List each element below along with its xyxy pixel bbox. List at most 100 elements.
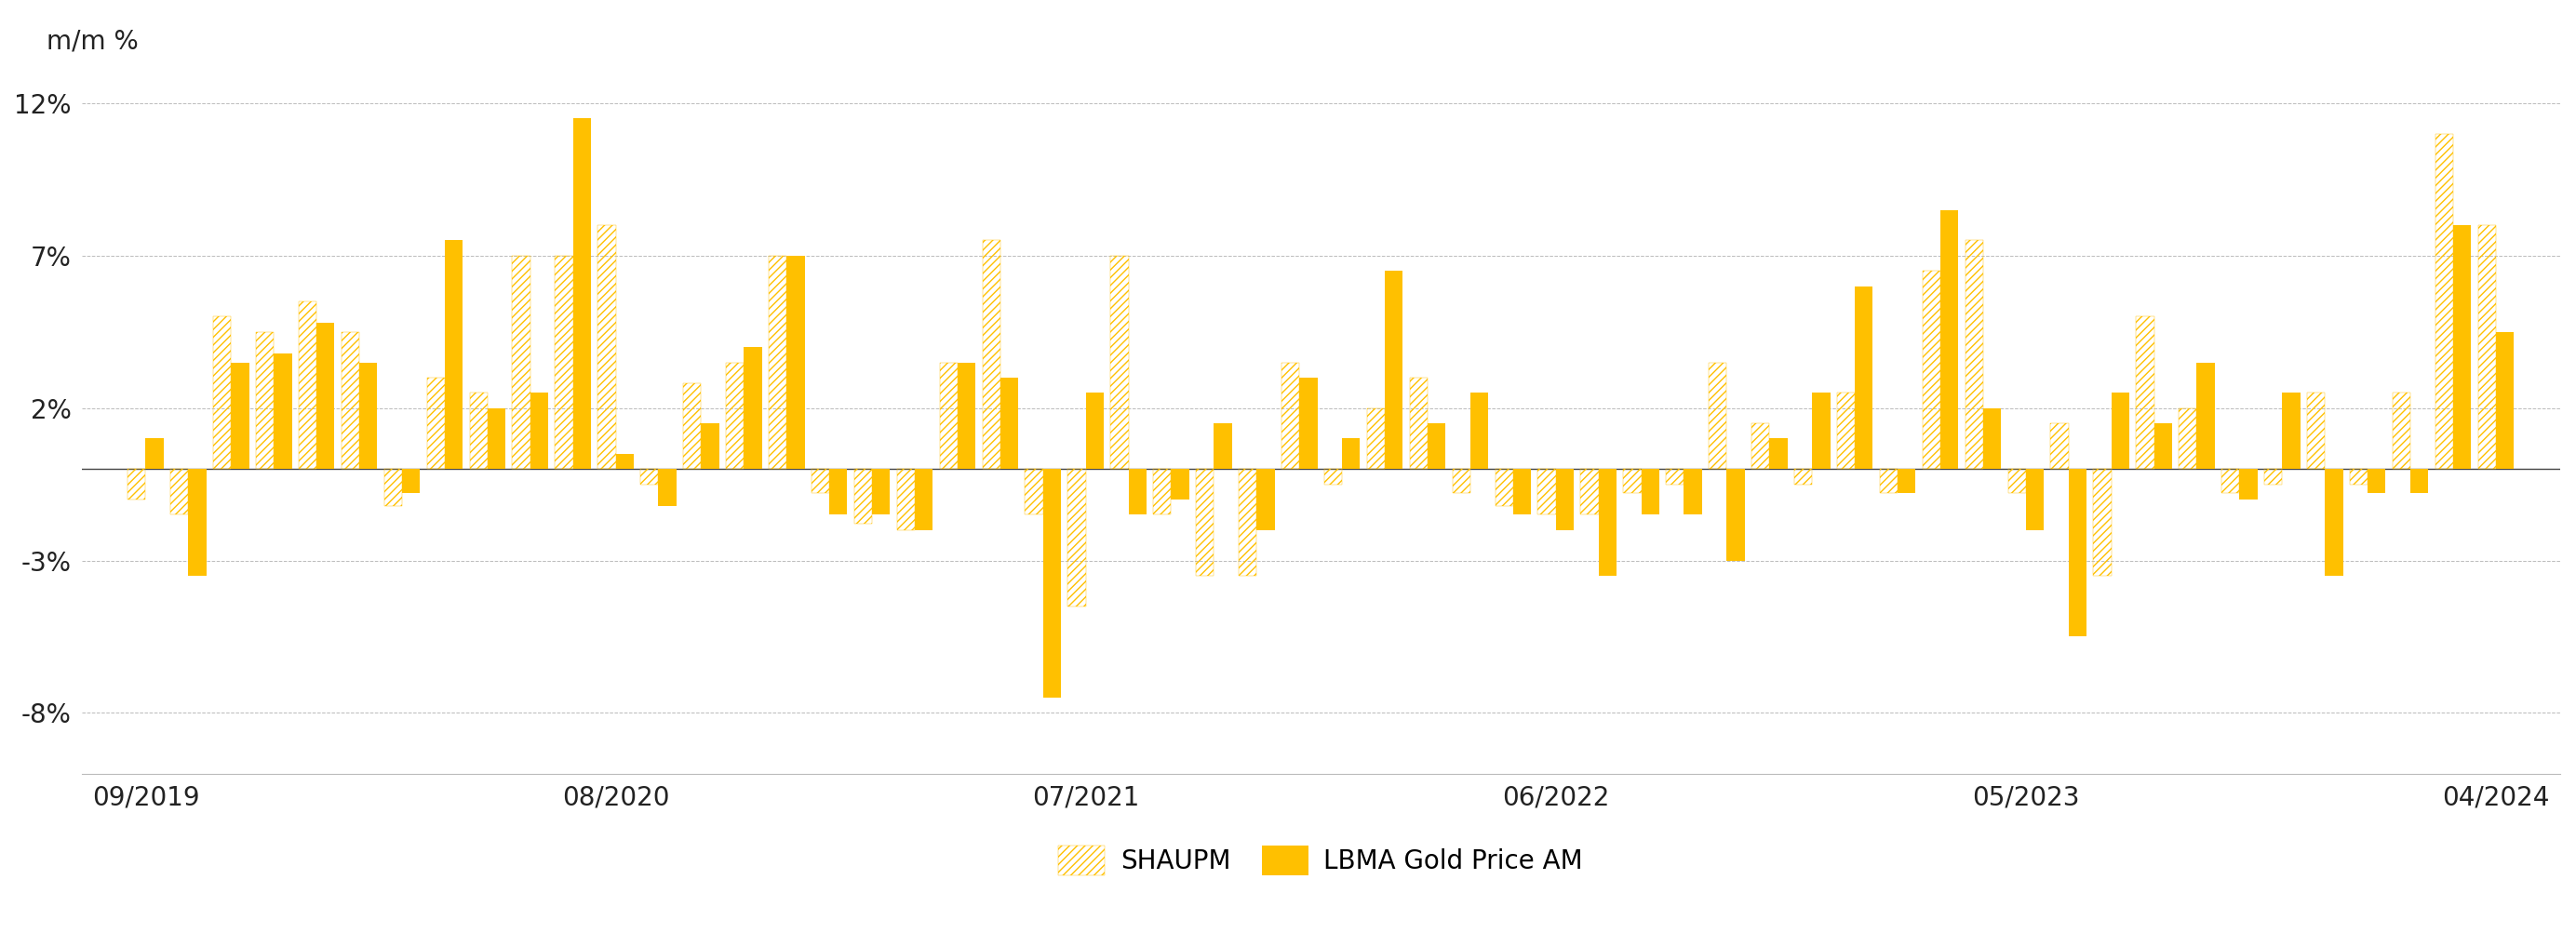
Bar (829, 469, 848, 515)
Bar (2197, 362, 2215, 469)
Bar (572, 118, 590, 469)
Bar (317, 323, 335, 469)
Bar (232, 362, 250, 469)
Bar (981, 240, 999, 469)
Bar (428, 377, 446, 469)
Bar (1600, 469, 1618, 576)
Bar (1582, 469, 1600, 515)
Bar (2050, 423, 2069, 469)
Bar (1556, 469, 1574, 530)
Text: m/m %: m/m % (46, 28, 139, 55)
Legend: SHAUPM, LBMA Gold Price AM: SHAUPM, LBMA Gold Price AM (1048, 834, 1595, 885)
Bar (1940, 210, 1958, 469)
Bar (2136, 317, 2154, 469)
Bar (2393, 393, 2411, 469)
Bar (1342, 439, 1360, 469)
Bar (2112, 393, 2130, 469)
Bar (2239, 469, 2257, 499)
Bar (513, 255, 531, 469)
Bar (1667, 469, 1685, 484)
Bar (768, 255, 786, 469)
Bar (659, 469, 677, 505)
Bar (1494, 469, 1512, 505)
Bar (683, 384, 701, 469)
Bar (598, 225, 616, 469)
Bar (1280, 362, 1298, 469)
Bar (1965, 240, 1984, 469)
Bar (914, 469, 933, 530)
Bar (1770, 439, 1788, 469)
Bar (999, 377, 1018, 469)
Bar (255, 332, 273, 469)
Bar (1409, 377, 1427, 469)
Bar (2349, 469, 2367, 484)
Bar (1623, 469, 1641, 494)
Bar (958, 362, 976, 469)
Bar (343, 332, 358, 469)
Bar (170, 469, 188, 515)
Bar (1069, 469, 1084, 606)
Bar (1726, 469, 1744, 560)
Bar (1752, 423, 1770, 469)
Bar (2007, 469, 2025, 494)
Bar (2496, 332, 2514, 469)
Bar (1084, 393, 1103, 469)
Bar (384, 469, 402, 505)
Bar (1368, 408, 1386, 469)
Bar (2326, 469, 2344, 576)
Bar (641, 469, 659, 484)
Bar (2094, 469, 2112, 576)
Bar (616, 454, 634, 469)
Bar (811, 469, 829, 494)
Bar (1811, 393, 1829, 469)
Bar (1195, 469, 1213, 576)
Bar (487, 408, 505, 469)
Bar (2478, 225, 2496, 469)
Bar (2154, 423, 2172, 469)
Bar (1880, 469, 1899, 494)
Bar (1386, 271, 1404, 469)
Bar (1239, 469, 1257, 576)
Bar (1641, 469, 1659, 515)
Bar (402, 469, 420, 494)
Bar (2069, 469, 2087, 637)
Bar (1984, 408, 2002, 469)
Bar (1128, 469, 1146, 515)
Bar (1708, 362, 1726, 469)
Bar (129, 469, 147, 499)
Bar (2025, 469, 2043, 530)
Bar (1471, 393, 1489, 469)
Bar (554, 255, 572, 469)
Bar (744, 347, 762, 469)
Bar (188, 469, 206, 576)
Bar (2367, 469, 2385, 494)
Bar (2452, 225, 2470, 469)
Bar (1025, 469, 1043, 515)
Bar (873, 469, 891, 515)
Bar (273, 353, 291, 469)
Bar (786, 255, 804, 469)
Bar (358, 362, 376, 469)
Bar (2282, 393, 2300, 469)
Bar (531, 393, 549, 469)
Bar (2221, 469, 2239, 494)
Bar (1324, 469, 1342, 484)
Bar (940, 362, 958, 469)
Bar (1922, 271, 1940, 469)
Bar (855, 469, 873, 524)
Bar (1110, 255, 1128, 469)
Bar (1172, 469, 1190, 499)
Bar (469, 393, 487, 469)
Bar (2308, 393, 2326, 469)
Bar (1213, 423, 1231, 469)
Bar (2411, 469, 2429, 494)
Bar (1795, 469, 1811, 484)
Bar (1453, 469, 1471, 494)
Bar (1538, 469, 1556, 515)
Bar (299, 302, 317, 469)
Bar (2264, 469, 2282, 484)
Bar (1512, 469, 1530, 515)
Bar (701, 423, 719, 469)
Bar (2179, 408, 2197, 469)
Bar (1685, 469, 1703, 515)
